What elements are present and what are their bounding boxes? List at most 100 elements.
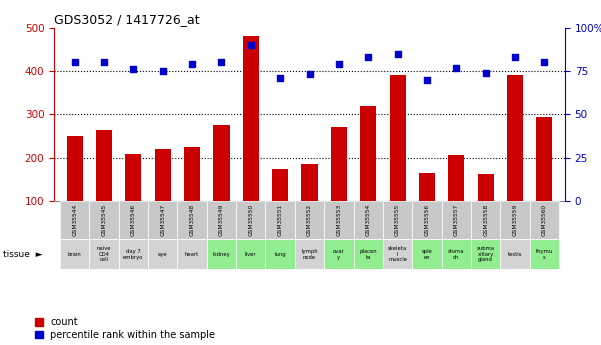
Text: GDS3052 / 1417726_at: GDS3052 / 1417726_at <box>54 13 200 27</box>
Bar <box>177 201 207 239</box>
Bar <box>125 154 141 245</box>
Bar <box>324 239 353 269</box>
Point <box>510 55 520 60</box>
Text: GSM35557: GSM35557 <box>454 204 459 236</box>
Bar <box>266 201 295 239</box>
Text: heart: heart <box>185 252 199 257</box>
Bar <box>118 239 148 269</box>
Bar <box>213 125 230 245</box>
Text: lymph
node: lymph node <box>301 249 318 259</box>
Bar <box>90 201 118 239</box>
Bar <box>448 155 465 245</box>
Bar <box>353 201 383 239</box>
Bar <box>383 201 412 239</box>
Bar <box>243 36 259 245</box>
Bar <box>529 201 559 239</box>
Bar <box>442 239 471 269</box>
Bar <box>295 239 324 269</box>
Bar <box>302 164 317 245</box>
Point <box>216 60 226 65</box>
Bar <box>154 149 171 245</box>
Bar <box>442 201 471 239</box>
Bar <box>536 117 552 245</box>
Bar <box>67 136 83 245</box>
Bar <box>501 201 529 239</box>
Text: tissue  ►: tissue ► <box>3 250 43 259</box>
Bar <box>207 239 236 269</box>
Text: ovar
y: ovar y <box>333 249 345 259</box>
Text: naive
CD4
cell: naive CD4 cell <box>97 246 111 263</box>
Text: GSM35553: GSM35553 <box>337 204 341 236</box>
Bar <box>389 75 406 245</box>
Legend: count, percentile rank within the sample: count, percentile rank within the sample <box>35 317 216 340</box>
Bar <box>60 201 90 239</box>
Text: GSM35548: GSM35548 <box>189 204 195 236</box>
Point <box>246 42 255 48</box>
Text: GSM35550: GSM35550 <box>248 204 253 236</box>
Text: GSM35554: GSM35554 <box>366 204 371 236</box>
Point <box>99 60 109 65</box>
Bar <box>177 239 207 269</box>
Bar <box>360 106 376 245</box>
Bar <box>295 201 324 239</box>
Point <box>129 67 138 72</box>
Text: GSM35560: GSM35560 <box>542 204 547 236</box>
Bar <box>324 201 353 239</box>
Text: eye: eye <box>158 252 168 257</box>
Text: GSM35556: GSM35556 <box>424 204 430 236</box>
Text: day 7
embryо: day 7 embryо <box>123 249 144 259</box>
Bar <box>471 239 501 269</box>
Point <box>393 51 403 57</box>
Bar <box>419 173 435 245</box>
Point <box>305 72 314 77</box>
Text: GSM35546: GSM35546 <box>131 204 136 236</box>
Bar <box>236 239 266 269</box>
Text: GSM35544: GSM35544 <box>72 204 77 236</box>
Text: skeleta
l
muscle: skeleta l muscle <box>388 246 407 263</box>
Text: placen
ta: placen ta <box>359 249 377 259</box>
Bar <box>331 127 347 245</box>
Text: subma
xillary
gland: subma xillary gland <box>477 246 495 263</box>
Text: sple
en: sple en <box>421 249 432 259</box>
Text: GSM35551: GSM35551 <box>278 204 282 236</box>
Text: lung: lung <box>274 252 286 257</box>
Bar <box>148 201 177 239</box>
Text: kidney: kidney <box>213 252 230 257</box>
Bar <box>471 201 501 239</box>
Text: GSM35547: GSM35547 <box>160 204 165 236</box>
Text: GSM35552: GSM35552 <box>307 204 312 236</box>
Bar <box>507 75 523 245</box>
Point <box>70 60 79 65</box>
Bar <box>412 201 442 239</box>
Point <box>481 70 490 76</box>
Point <box>364 55 373 60</box>
Point <box>422 77 432 82</box>
Bar <box>501 239 529 269</box>
Point <box>451 65 461 70</box>
Bar <box>96 130 112 245</box>
Text: GSM35555: GSM35555 <box>395 204 400 236</box>
Bar <box>412 239 442 269</box>
Bar <box>118 201 148 239</box>
Text: stoma
ch: stoma ch <box>448 249 465 259</box>
Text: GSM35545: GSM35545 <box>102 204 106 236</box>
Text: testis: testis <box>508 252 522 257</box>
Text: GSM35549: GSM35549 <box>219 204 224 236</box>
Point <box>188 61 197 67</box>
Bar <box>478 174 494 245</box>
Text: GSM35558: GSM35558 <box>483 204 488 236</box>
Bar <box>529 239 559 269</box>
Text: brain: brain <box>68 252 82 257</box>
Bar <box>266 239 295 269</box>
Bar <box>148 239 177 269</box>
Point <box>275 75 285 81</box>
Text: thymu
s: thymu s <box>535 249 553 259</box>
Bar <box>90 239 118 269</box>
Text: GSM35559: GSM35559 <box>513 204 517 236</box>
Bar <box>184 147 200 245</box>
Bar <box>272 169 288 245</box>
Point <box>334 61 344 67</box>
Bar <box>60 239 90 269</box>
Bar <box>383 239 412 269</box>
Point <box>540 60 549 65</box>
